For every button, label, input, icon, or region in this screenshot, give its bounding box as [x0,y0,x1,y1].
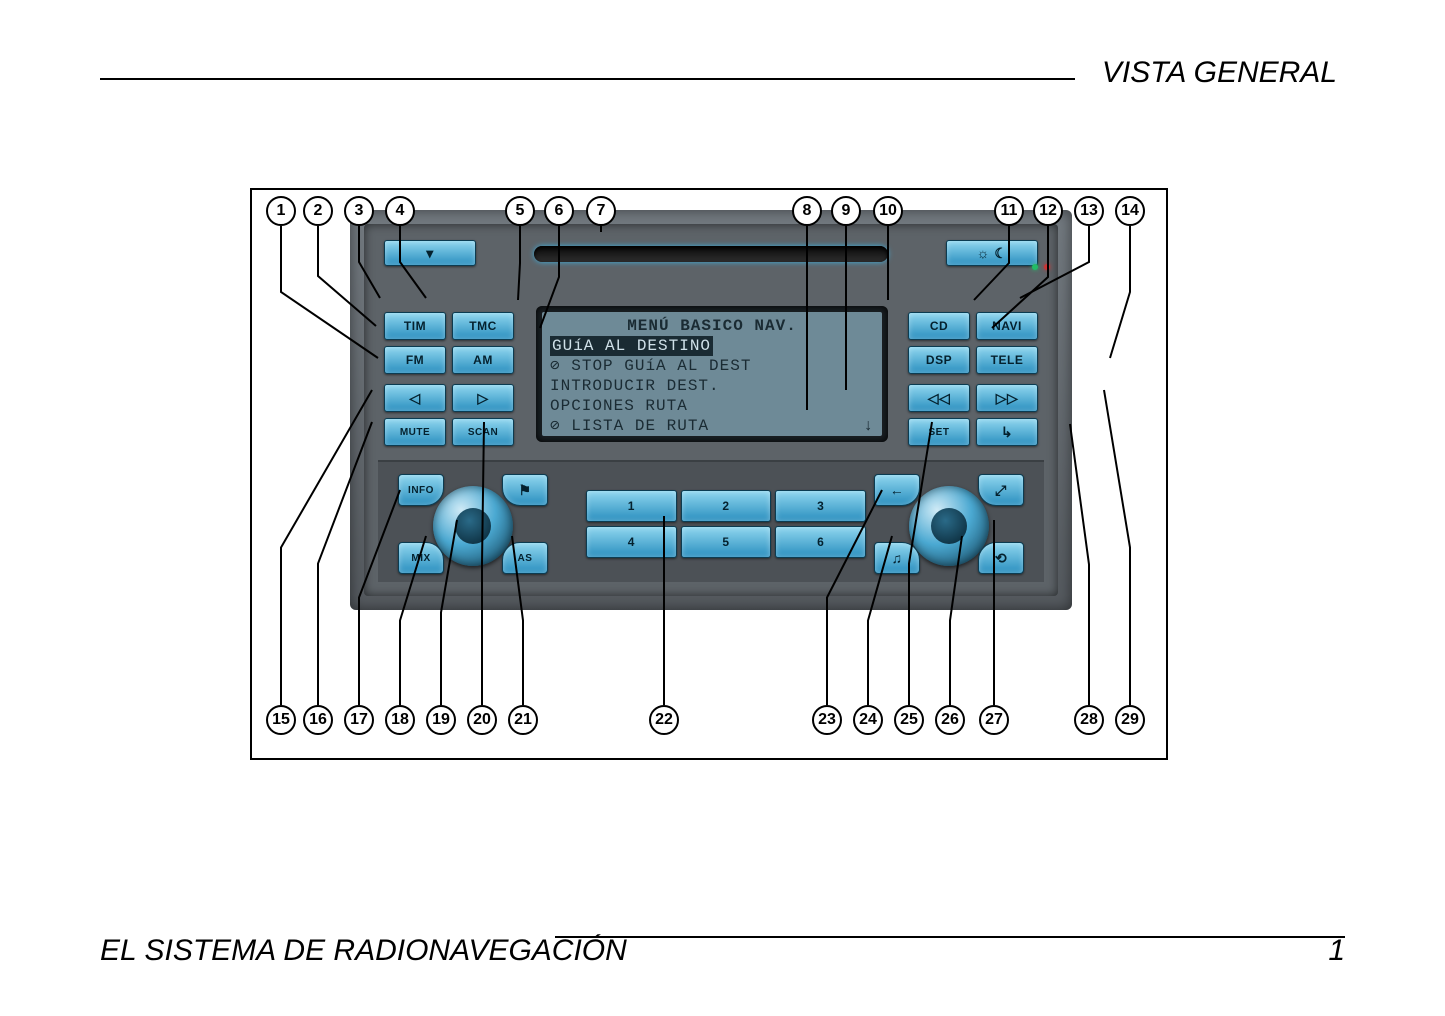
map-button[interactable]: ⤢ [978,474,1024,506]
info-button[interactable]: INFO [398,474,444,506]
callout-4: 4 [385,196,415,226]
page-number: 1 [1328,934,1345,968]
tune-right-button[interactable]: ▷ [452,384,514,412]
callout-18: 18 [385,705,415,735]
callout-26: 26 [935,705,965,735]
fm-button[interactable]: FM [384,346,446,374]
callout-1: 1 [266,196,296,226]
unit-inner: ▾ ☼ ☾ TIM TMC FM AM [364,224,1058,596]
display-frame: MENÚ BASICO NAV. GUíA AL DESTINO ⊘ STOP … [536,306,888,442]
footer-rule [555,936,1345,938]
day-night-icon: ☼ ☾ [977,245,1008,262]
screen-line: INTRODUCIR DEST. [550,376,874,396]
screen-title: MENÚ BASICO NAV. [550,316,874,336]
dsp-button[interactable]: DSP [908,346,970,374]
callout-3: 3 [344,196,374,226]
preset-buttons: 1 2 3 4 5 6 [586,490,866,562]
arrow-row-right: ◁◁ ▷▷ SET ↳ [908,384,1038,452]
audio-button[interactable]: ♫ [874,542,920,574]
preset-6-button[interactable]: 6 [775,526,866,558]
callout-5: 5 [505,196,535,226]
callout-21: 21 [508,705,538,735]
seek-back-button[interactable]: ◁◁ [908,384,970,412]
screen-line: OPCIONES RUTA [550,396,874,416]
preset-4-button[interactable]: 4 [586,526,677,558]
callout-28: 28 [1074,705,1104,735]
tele-button[interactable]: TELE [976,346,1038,374]
footer-title: EL SISTEMA DE RADIONAVEGACIÓN [100,934,627,968]
seek-fwd-button[interactable]: ▷▷ [976,384,1038,412]
screen-line: ⊘ STOP GUíA AL DEST [550,356,874,376]
figure-box: ▾ ☼ ☾ TIM TMC FM AM [250,188,1168,760]
preset-5-button[interactable]: 5 [681,526,772,558]
am-button[interactable]: AM [452,346,514,374]
callout-20: 20 [467,705,497,735]
callout-8: 8 [792,196,822,226]
as-button[interactable]: AS [502,542,548,574]
menu-knob[interactable] [909,486,989,566]
callout-25: 25 [894,705,924,735]
cd-slot[interactable] [534,246,888,262]
callout-13: 13 [1074,196,1104,226]
buttons-right-upper: CD NAVI DSP TELE [908,312,1038,380]
preset-3-button[interactable]: 3 [775,490,866,522]
repeat-button[interactable]: ⟲ [978,542,1024,574]
buttons-left-upper: TIM TMC FM AM [384,312,514,380]
arrow-row-left: ◁ ▷ MUTE SCAN [384,384,514,452]
navi-button[interactable]: NAVI [976,312,1038,340]
left-knob-group: INFO ⚑ MIX AS [398,474,548,574]
callout-29: 29 [1115,705,1145,735]
back-button[interactable]: ← [874,474,920,506]
screen-line: ⊘ LISTA DE RUTA↓ [550,416,874,436]
status-leds [1032,264,1050,270]
preset-2-button[interactable]: 2 [681,490,772,522]
callout-7: 7 [586,196,616,226]
radio-unit: ▾ ☼ ☾ TIM TMC FM AM [350,210,1072,610]
callout-17: 17 [344,705,374,735]
callout-19: 19 [426,705,456,735]
tim-button[interactable]: TIM [384,312,446,340]
bottom-panel: INFO ⚑ MIX AS 1 2 3 4 [378,460,1044,582]
callout-23: 23 [812,705,842,735]
callout-15: 15 [266,705,296,735]
callout-16: 16 [303,705,333,735]
callout-10: 10 [873,196,903,226]
callout-6: 6 [544,196,574,226]
set-button[interactable]: SET [908,418,970,446]
callout-9: 9 [831,196,861,226]
return-button[interactable]: ↳ [976,418,1038,446]
mix-button[interactable]: MIX [398,542,444,574]
header-rule [100,78,1075,80]
preset-1-button[interactable]: 1 [586,490,677,522]
header-title: VISTA GENERAL [1094,56,1345,90]
top-row: ▾ ☼ ☾ [384,236,1038,276]
cd-button[interactable]: CD [908,312,970,340]
scan-button[interactable]: SCAN [452,418,514,446]
mute-button[interactable]: MUTE [384,418,446,446]
callout-14: 14 [1115,196,1145,226]
screen-line: GUíA AL DESTINO [550,336,874,356]
tune-left-button[interactable]: ◁ [384,384,446,412]
right-knob-group: ← ⤢ ♫ ⟲ [874,474,1024,574]
callout-24: 24 [853,705,883,735]
eject-icon: ▾ [426,245,434,262]
tmc-button[interactable]: TMC [452,312,514,340]
day-night-button[interactable]: ☼ ☾ [946,240,1038,266]
volume-knob[interactable] [433,486,513,566]
flag-button[interactable]: ⚑ [502,474,548,506]
callout-11: 11 [994,196,1024,226]
callout-27: 27 [979,705,1009,735]
display-screen: MENÚ BASICO NAV. GUíA AL DESTINO ⊘ STOP … [542,312,882,436]
callout-12: 12 [1033,196,1063,226]
callout-2: 2 [303,196,333,226]
callout-22: 22 [649,705,679,735]
eject-button[interactable]: ▾ [384,240,476,266]
